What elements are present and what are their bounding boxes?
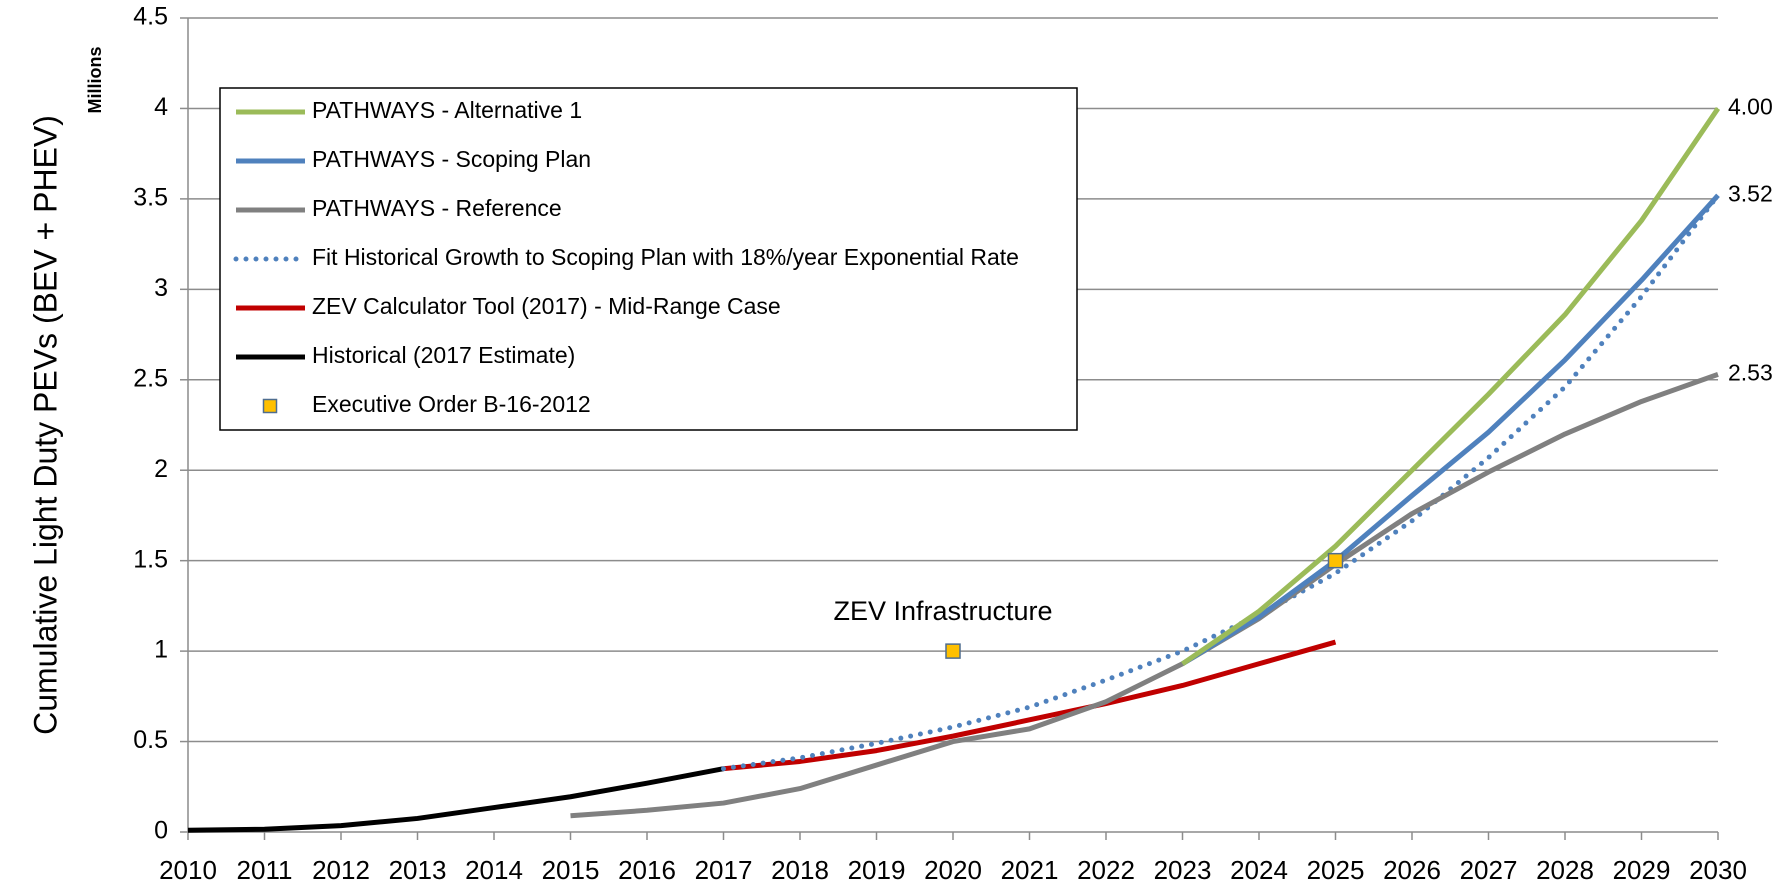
y-tick-label: 4 [154, 93, 168, 121]
y-tick-label: 2.5 [133, 364, 168, 392]
legend-label: PATHWAYS - Scoping Plan [312, 146, 591, 172]
x-tick-label: 2011 [237, 855, 293, 884]
x-tick-label: 2012 [312, 855, 370, 884]
x-tick-label: 2019 [848, 855, 906, 884]
y-tick-label: 1 [154, 636, 168, 664]
marker [1327, 552, 1344, 569]
series-line [1181, 107, 1721, 666]
series-line [187, 766, 724, 833]
annotation: ZEV Infrastructure [833, 596, 1052, 626]
legend-label: Historical (2017 Estimate) [312, 342, 575, 368]
series-line [721, 192, 1721, 772]
legend-label: Fit Historical Growth to Scoping Plan wi… [312, 244, 1019, 270]
x-tick-label: 2021 [1001, 855, 1059, 884]
x-tick-label: 2029 [1613, 855, 1671, 884]
x-tick-label: 2028 [1536, 855, 1594, 884]
series-line [723, 639, 1337, 772]
legend-label: PATHWAYS - Reference [312, 195, 562, 221]
x-tick-label: 2016 [618, 855, 676, 884]
x-tick-label: 2026 [1383, 855, 1441, 884]
y-tick-label: 3.5 [133, 183, 168, 211]
y-tick-label: 1.5 [133, 545, 168, 573]
legend-label: Executive Order B-16-2012 [312, 391, 591, 417]
y-tick-label: 0 [154, 817, 168, 845]
marker [262, 398, 278, 414]
x-tick-label: 2027 [1460, 855, 1518, 884]
data-label: 3.52 [1728, 180, 1773, 206]
x-tick-label: 2018 [771, 855, 829, 884]
y-tick-label: 4.5 [133, 3, 168, 31]
y-tick-label: 2 [154, 455, 168, 483]
legend-box [219, 87, 1078, 431]
marker [945, 643, 961, 659]
y-tick-label: 0.5 [133, 726, 168, 754]
x-tick-label: 2020 [924, 855, 982, 884]
data-label: 2.53 [1728, 359, 1773, 385]
x-tick-label: 2030 [1689, 855, 1747, 884]
x-tick-label: 2022 [1077, 855, 1135, 884]
x-tick-label: 2014 [465, 855, 523, 884]
legend-label: ZEV Calculator Tool (2017) - Mid-Range C… [312, 293, 781, 319]
legend-label: PATHWAYS - Alternative 1 [312, 97, 582, 123]
x-tick-label: 2024 [1230, 855, 1288, 884]
data-label: 4.00 [1728, 94, 1773, 120]
x-tick-label: 2015 [542, 855, 600, 884]
x-tick-label: 2025 [1307, 855, 1365, 884]
series-line [570, 371, 1719, 819]
x-tick-label: 2017 [695, 855, 753, 884]
x-tick-label: 2023 [1154, 855, 1212, 884]
series-line [1181, 193, 1720, 666]
y-unit-label: Millions [85, 47, 105, 114]
y-tick-label: 3 [154, 274, 168, 302]
x-tick-label: 2010 [159, 855, 217, 884]
y-axis-label: Cumulative Light Duty PEVs (BEV + PHEV) [27, 115, 63, 735]
x-tick-label: 2013 [389, 855, 447, 884]
